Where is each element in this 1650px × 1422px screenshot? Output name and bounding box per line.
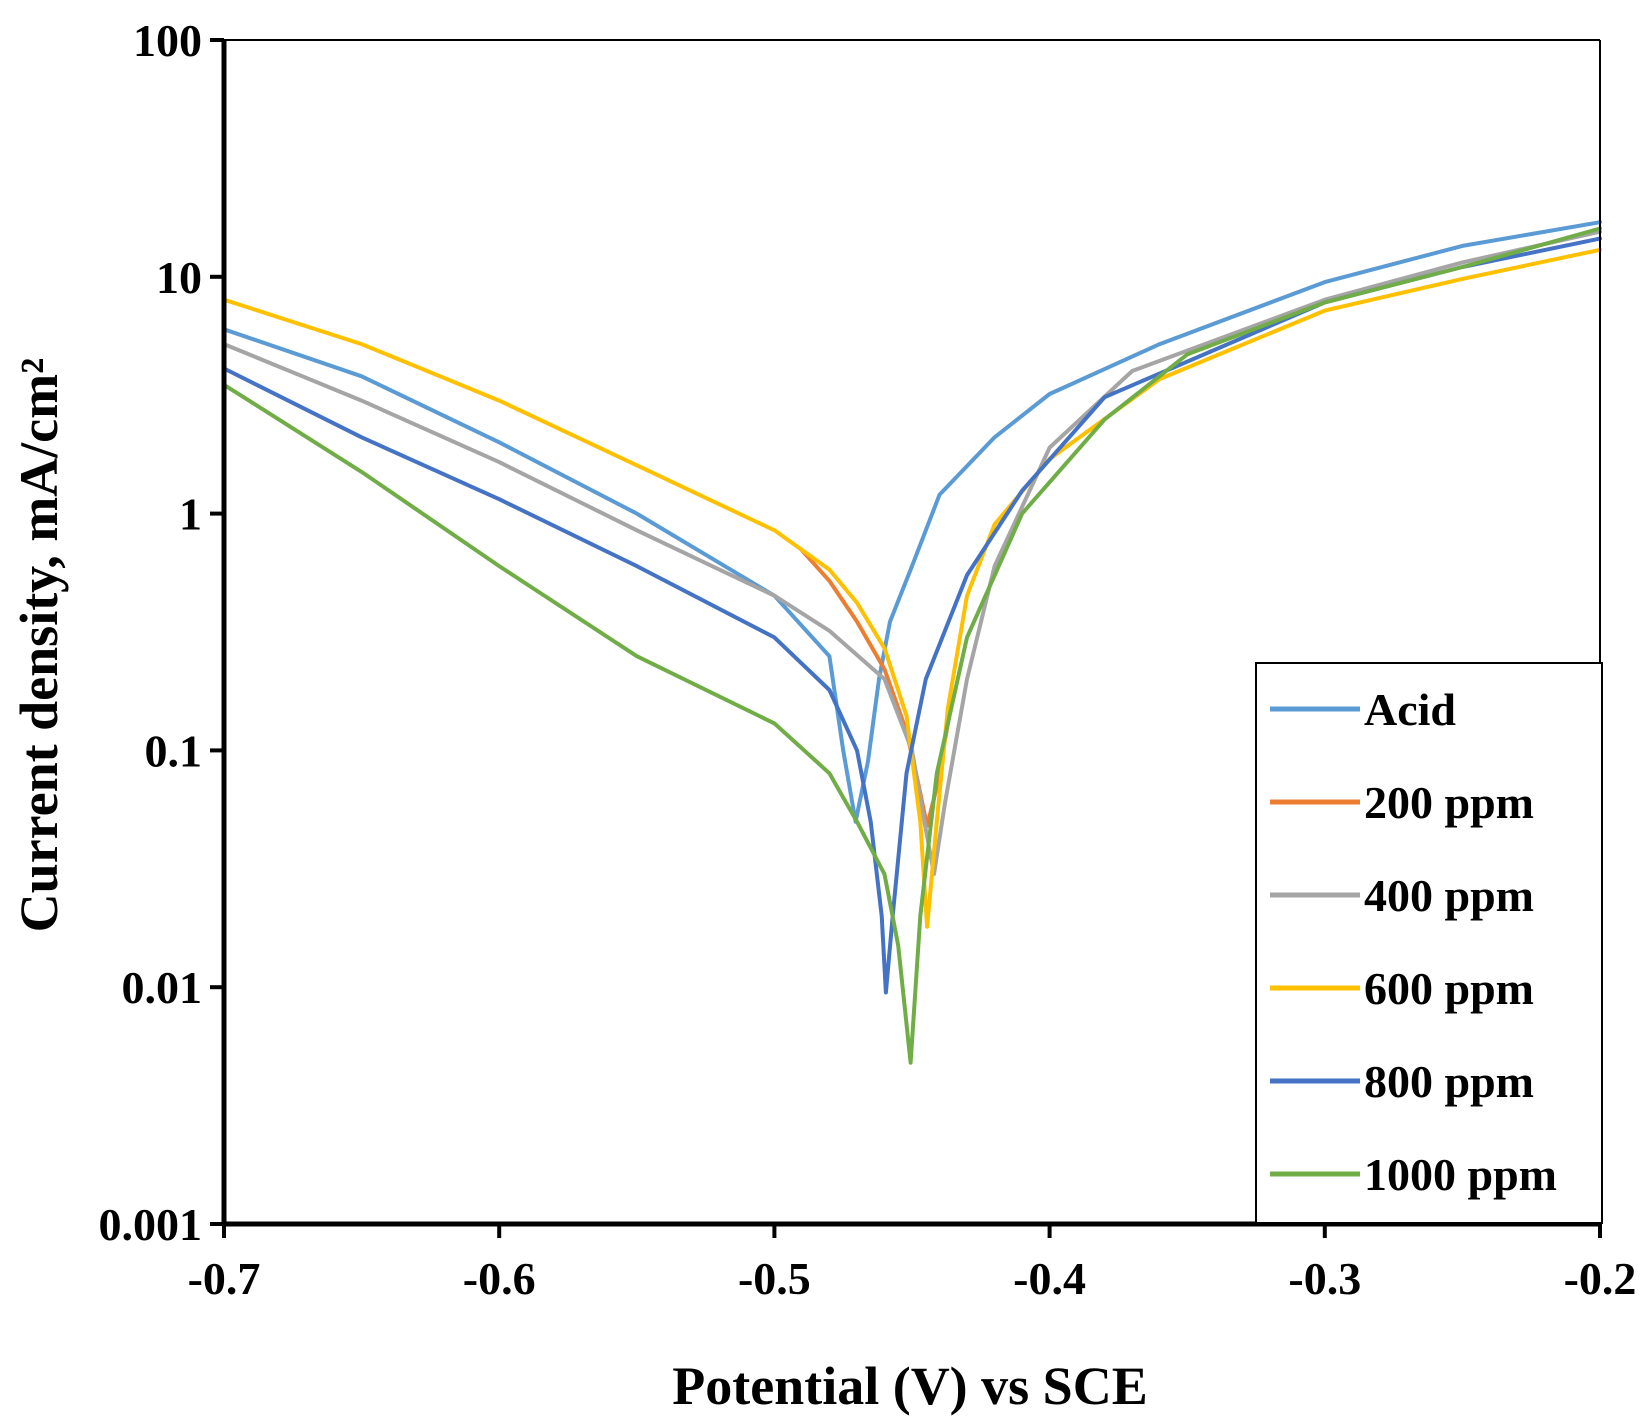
legend: Acid 200 ppm 400 ppm 600 ppm 800 ppm 1000 ppm — [1255, 662, 1603, 1224]
ticks: 0.001 0.01 0.1 1 10 100 -0.7 -0.6 -0.5 -0.4 -0.3 -0… — [99, 15, 1637, 1304]
x-axis-title: Potential (V) vs SCE — [672, 1356, 1147, 1416]
y-tick-label: 0.1 — [145, 725, 203, 776]
series-line-acid — [222, 220, 1602, 824]
y-tick-label: 0.001 — [99, 1199, 203, 1250]
plot-area — [222, 220, 1602, 1065]
x-tick-label: -0.2 — [1564, 1253, 1637, 1304]
legend-label-400-ppm: 400 ppm — [1364, 870, 1534, 921]
legend-label-acid: Acid — [1364, 684, 1456, 735]
x-tick-label: -0.7 — [188, 1253, 261, 1304]
legend-label-200-ppm: 200 ppm — [1364, 777, 1534, 828]
legend-label-800-ppm: 800 ppm — [1364, 1056, 1534, 1107]
y-tick-label: 10 — [156, 252, 202, 303]
legend-box — [1255, 662, 1603, 1224]
x-tick-label: -0.6 — [463, 1253, 536, 1304]
x-tick-label: -0.4 — [1013, 1253, 1086, 1304]
legend-label-1000-ppm: 1000 ppm — [1364, 1149, 1557, 1200]
x-tick-label: -0.5 — [738, 1253, 811, 1304]
y-tick-label: 1 — [179, 489, 202, 540]
y-tick-label: 0.01 — [122, 962, 203, 1013]
series-line-1000-ppm — [222, 226, 1602, 1065]
x-tick-label: -0.3 — [1288, 1253, 1361, 1304]
legend-label-600-ppm: 600 ppm — [1364, 963, 1534, 1014]
series-line-800-ppm — [222, 236, 1602, 995]
y-axis-title: Current density, mA/cm² — [9, 358, 69, 933]
y-tick-label: 100 — [133, 15, 202, 66]
